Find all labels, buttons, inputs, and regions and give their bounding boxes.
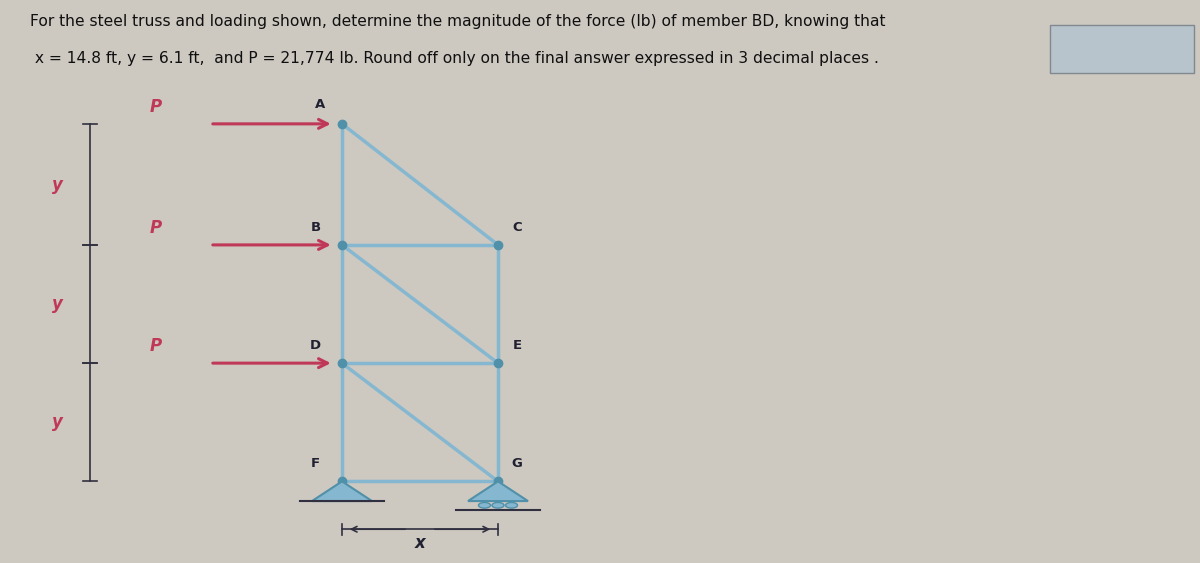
- Text: E: E: [512, 339, 522, 352]
- Polygon shape: [468, 481, 528, 501]
- Circle shape: [505, 503, 517, 508]
- Text: B: B: [311, 221, 320, 234]
- FancyBboxPatch shape: [1050, 25, 1194, 73]
- Text: G: G: [511, 457, 523, 470]
- Text: C: C: [512, 221, 522, 234]
- Circle shape: [479, 503, 491, 508]
- Text: y: y: [52, 413, 64, 431]
- Text: P: P: [150, 337, 162, 355]
- Text: P: P: [150, 219, 162, 237]
- Text: A: A: [316, 99, 325, 111]
- Text: x: x: [415, 534, 425, 552]
- Polygon shape: [312, 481, 372, 501]
- Text: x = 14.8 ft, y = 6.1 ft,  and P = 21,774 lb. Round off only on the final answer : x = 14.8 ft, y = 6.1 ft, and P = 21,774 …: [30, 51, 878, 66]
- Text: y: y: [52, 176, 64, 194]
- Circle shape: [492, 503, 504, 508]
- Text: For the steel truss and loading shown, determine the magnitude of the force (lb): For the steel truss and loading shown, d…: [30, 14, 886, 29]
- Text: y: y: [52, 295, 64, 313]
- Text: F: F: [311, 457, 320, 470]
- Text: D: D: [310, 339, 322, 352]
- Text: P: P: [150, 98, 162, 116]
